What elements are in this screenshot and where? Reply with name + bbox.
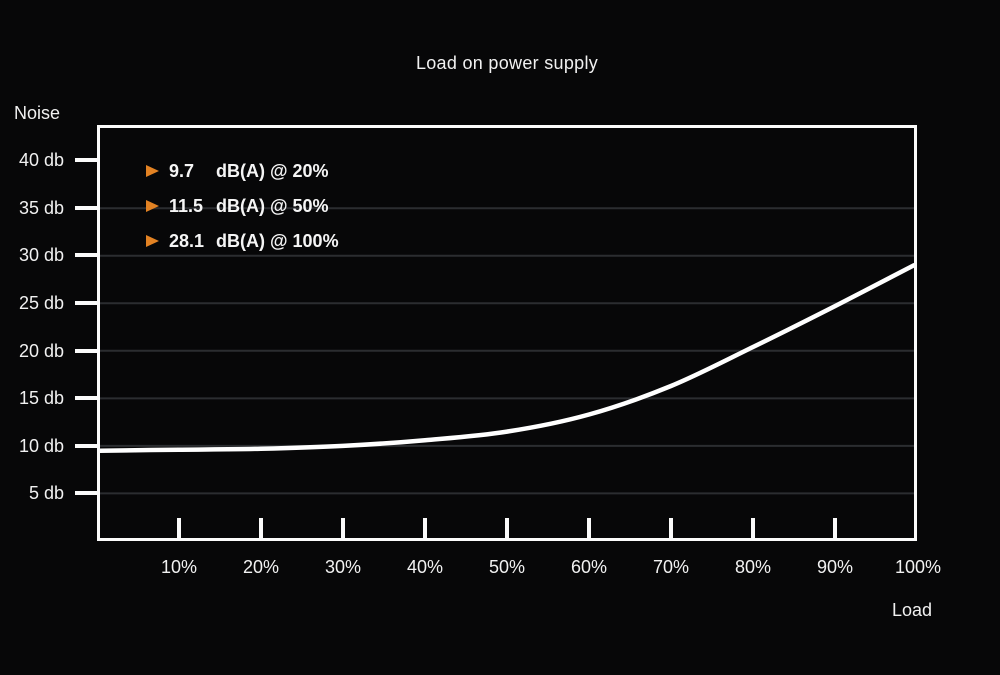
legend-text: dB(A) @ 20%: [216, 160, 329, 181]
chart-title: Load on power supply: [415, 53, 599, 73]
x-tick-label: 60%: [570, 557, 608, 577]
x-tick: [177, 518, 181, 538]
x-tick: [341, 518, 345, 538]
y-tick-label: 35 db: [18, 198, 64, 218]
y-tick-label: 10 db: [18, 436, 64, 456]
x-tick-label: 20%: [242, 557, 280, 577]
y-tick: [75, 253, 98, 257]
arrow-right-icon: [146, 165, 159, 177]
x-tick-label: 80%: [734, 557, 772, 577]
legend: 9.7 dB(A) @ 20% 11.5 dB(A) @ 50% 28.1 dB…: [146, 159, 339, 264]
x-tick: [833, 518, 837, 538]
x-tick: [505, 518, 509, 538]
legend-item: 28.1 dB(A) @ 100%: [146, 229, 339, 253]
legend-text: dB(A) @ 100%: [216, 230, 339, 251]
legend-item: 11.5 dB(A) @ 50%: [146, 194, 339, 218]
plot-area: [97, 125, 917, 541]
y-tick: [75, 396, 98, 400]
y-tick: [75, 444, 98, 448]
y-tick: [75, 206, 98, 210]
x-tick-label: 10%: [160, 557, 198, 577]
y-tick-label: 5 db: [28, 483, 64, 503]
x-tick-label: 100%: [894, 557, 942, 577]
legend-text: dB(A) @ 50%: [216, 195, 329, 216]
x-tick: [423, 518, 427, 538]
x-tick: [751, 518, 755, 538]
y-tick-label: 30 db: [18, 245, 64, 265]
x-tick-label: 70%: [652, 557, 690, 577]
legend-value: 11.5: [169, 195, 204, 216]
x-tick: [259, 518, 263, 538]
legend-item: 9.7 dB(A) @ 20%: [146, 159, 339, 183]
arrow-right-icon: [146, 200, 159, 212]
x-tick-label: 30%: [324, 557, 362, 577]
noise-curve-svg: [100, 207, 914, 495]
y-tick: [75, 491, 98, 495]
y-tick-label: 40 db: [18, 150, 64, 170]
y-axis-title: Noise: [14, 103, 61, 123]
legend-value: 9.7: [169, 160, 195, 181]
x-tick: [669, 518, 673, 538]
x-tick-label: 40%: [406, 557, 444, 577]
y-tick: [75, 349, 98, 353]
x-tick: [587, 518, 591, 538]
y-tick: [75, 301, 98, 305]
y-tick: [75, 158, 98, 162]
y-tick-label: 15 db: [18, 388, 64, 408]
x-axis-title: Load: [891, 600, 933, 620]
legend-value: 28.1: [169, 230, 205, 251]
x-tick-label: 50%: [488, 557, 526, 577]
x-tick-label: 90%: [816, 557, 854, 577]
y-tick-label: 25 db: [18, 293, 64, 313]
arrow-right-icon: [146, 235, 159, 247]
noise-curve: [100, 262, 914, 453]
y-tick-label: 20 db: [18, 341, 64, 361]
